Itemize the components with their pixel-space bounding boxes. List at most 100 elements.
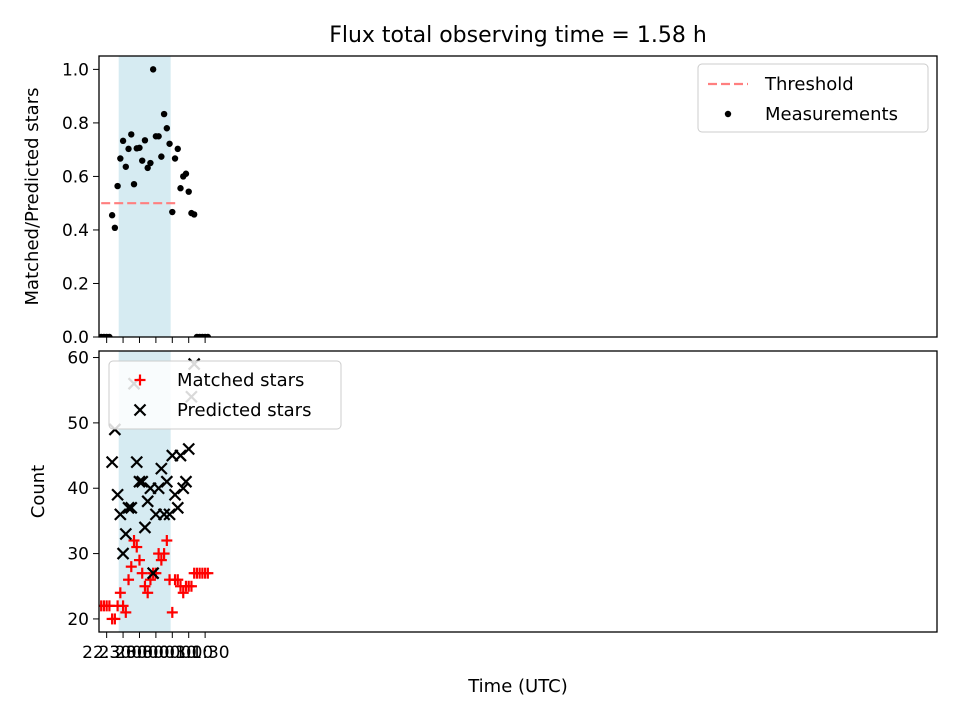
- predicted-stars-point: [141, 495, 154, 508]
- matched-stars-point: [139, 580, 151, 592]
- x-stroke-b: [152, 481, 165, 495]
- matched-stars-point: [120, 606, 132, 618]
- y-tick-label: 0.2: [62, 274, 89, 294]
- legend-measurement-label: Measurements: [765, 104, 898, 125]
- x-axis-label: Time (UTC): [467, 676, 568, 697]
- matched-stars-point: [128, 535, 140, 547]
- legend-matched-swatch: [134, 374, 146, 386]
- measurement-point: [147, 159, 154, 167]
- x-stroke-b: [138, 521, 152, 534]
- measurement-point: [204, 333, 212, 337]
- y-tick-label: 0.0: [62, 328, 89, 348]
- x-tick-label: 01:00: [164, 643, 213, 663]
- measurement-point: [125, 145, 132, 153]
- x-tick-label: 00:30: [148, 643, 197, 663]
- x-stroke-b: [111, 488, 124, 502]
- measurement-point: [174, 145, 181, 153]
- measurement-point: [177, 185, 184, 192]
- legend-box: [108, 360, 342, 430]
- measurement-point: [169, 208, 176, 216]
- measurement-point: [117, 155, 124, 162]
- predicted-stars-point: [124, 501, 138, 515]
- x-tick-label: 22:30: [82, 643, 131, 663]
- matched-stars-point: [114, 587, 126, 599]
- x-stroke-b: [155, 462, 168, 475]
- axes-frame: [98, 350, 938, 633]
- x-tick-label: 01:30: [181, 643, 230, 663]
- measurement-point: [128, 131, 135, 138]
- x-tick-label: 00:00: [131, 643, 180, 663]
- measurement-point: [166, 140, 173, 147]
- x-tick-label: 23:00: [99, 643, 148, 663]
- measurement-point: [190, 211, 198, 218]
- x-stroke-b: [146, 566, 160, 580]
- y-tick-label: 0.6: [62, 167, 89, 187]
- matched-stars-point: [166, 606, 178, 618]
- x-stroke-b: [174, 449, 187, 462]
- predicted-stars-point: [111, 488, 124, 502]
- legend-predicted-swatch: [133, 403, 147, 417]
- x-stroke-b: [135, 475, 149, 488]
- matched-stars-point: [177, 587, 189, 599]
- axes-frame: [98, 55, 938, 338]
- measurement-point: [155, 133, 162, 140]
- matched-stars-point: [133, 554, 145, 566]
- matched-stars-point: [123, 574, 135, 586]
- legend: Threshold Measurements: [697, 63, 929, 133]
- measurement-point: [182, 170, 190, 177]
- x-stroke-b: [171, 501, 185, 515]
- x-stroke-b: [141, 495, 154, 508]
- legend-threshold-label: Threshold: [764, 74, 854, 95]
- figure-title: Flux total observing time = 1.58 h: [329, 23, 707, 48]
- matched-stars-point: [202, 567, 214, 579]
- x-stroke-b: [122, 501, 135, 515]
- matched-stars-point: [117, 600, 129, 612]
- predicted-stars-point: [130, 455, 144, 469]
- x-stroke-b: [133, 475, 146, 488]
- matched-stars-point: [158, 548, 170, 560]
- predicted-stars-point: [138, 521, 152, 534]
- predicted-stars-point: [122, 501, 135, 515]
- measurement-point: [122, 163, 130, 170]
- matched-stars-point: [125, 561, 137, 573]
- x-stroke-b: [133, 403, 147, 417]
- y-tick-label: 0.8: [62, 114, 89, 134]
- predicted-stars-point: [114, 508, 127, 521]
- x-stroke-b: [130, 455, 144, 469]
- matched-stars-point: [185, 580, 197, 592]
- measurement-point: [114, 182, 121, 190]
- x-stroke-b: [119, 527, 133, 541]
- x-stroke-b: [182, 442, 195, 456]
- predicted-stars-point: [174, 449, 187, 462]
- predicted-stars-point: [105, 455, 119, 469]
- measurement-point: [139, 157, 146, 164]
- y-tick-label: 60: [67, 349, 89, 369]
- measurement-point: [106, 333, 113, 337]
- predicted-stars-point: [157, 508, 171, 521]
- legend-predicted-label: Predicted stars: [177, 400, 311, 421]
- matched-stars-point: [155, 554, 167, 566]
- measurement-point: [158, 153, 165, 160]
- legend-box: [697, 63, 929, 133]
- matched-stars-point: [131, 541, 143, 553]
- y-tick-label: 1.0: [62, 60, 89, 80]
- predicted-stars-point: [171, 501, 185, 515]
- legend-measurement-swatch: [724, 110, 732, 118]
- measurement-point: [130, 180, 138, 188]
- predicted-stars-point: [146, 566, 160, 580]
- x-tick-label: 23:30: [115, 643, 164, 663]
- y-tick-label: 50: [67, 414, 89, 434]
- legend: Matched stars Predicted stars: [108, 360, 342, 430]
- predicted-stars-point: [163, 508, 176, 521]
- y-axis-label: Matched/Predicted stars: [22, 88, 43, 306]
- measurement-point: [185, 188, 192, 195]
- predicted-stars-point: [176, 481, 190, 495]
- predicted-stars-point: [135, 475, 149, 488]
- x-stroke-b: [168, 488, 182, 502]
- measurement-point: [171, 155, 179, 162]
- measurement-point: [144, 164, 151, 172]
- predicted-stars-point: [182, 442, 195, 456]
- y-axis-label: Count: [28, 465, 49, 518]
- predicted-stars-point: [155, 462, 168, 475]
- top-axes-ratio: 0.0 0.2 0.4 0.6 0.8 1.0 Matched/Predicted star…: [22, 55, 938, 348]
